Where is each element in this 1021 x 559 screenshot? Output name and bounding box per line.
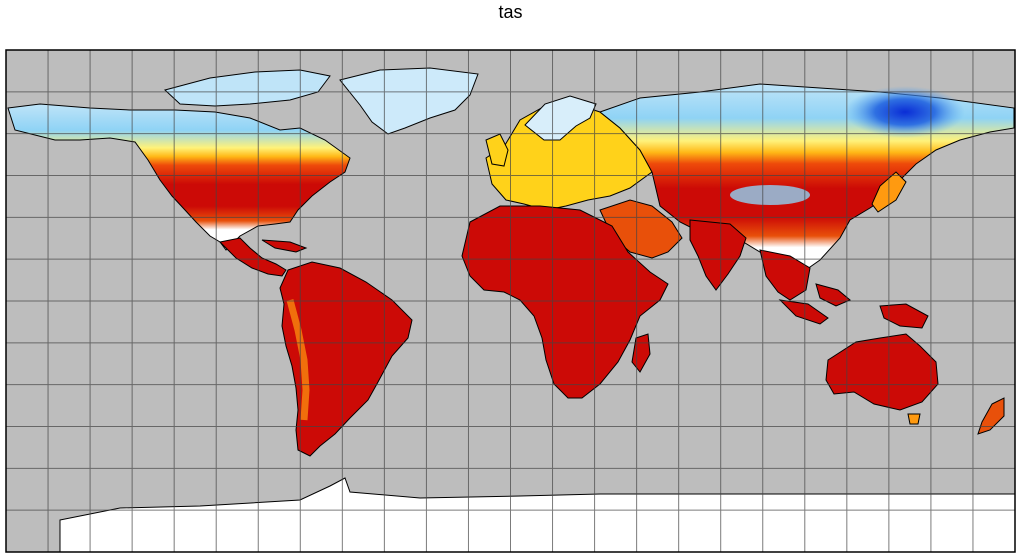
map-title: tas — [498, 2, 523, 22]
graticule — [6, 50, 1015, 552]
southeast-asia — [759, 249, 811, 301]
cuba — [261, 239, 308, 253]
australia — [825, 333, 939, 411]
british-isles — [485, 133, 509, 167]
andes-strip — [286, 299, 310, 421]
siberia-cold-spot — [845, 86, 965, 138]
africa — [461, 205, 669, 399]
map-border — [5, 49, 1016, 553]
indonesia-1 — [778, 299, 829, 325]
scandinavia — [524, 95, 597, 141]
tibet-cold-spot — [730, 185, 810, 205]
tasmania — [907, 413, 921, 425]
india — [689, 219, 747, 291]
new-zealand — [977, 397, 1005, 435]
north-america — [7, 103, 351, 251]
greenland — [339, 67, 479, 135]
new-guinea — [879, 303, 929, 329]
central-america — [218, 237, 287, 277]
antarctica — [59, 477, 1015, 552]
